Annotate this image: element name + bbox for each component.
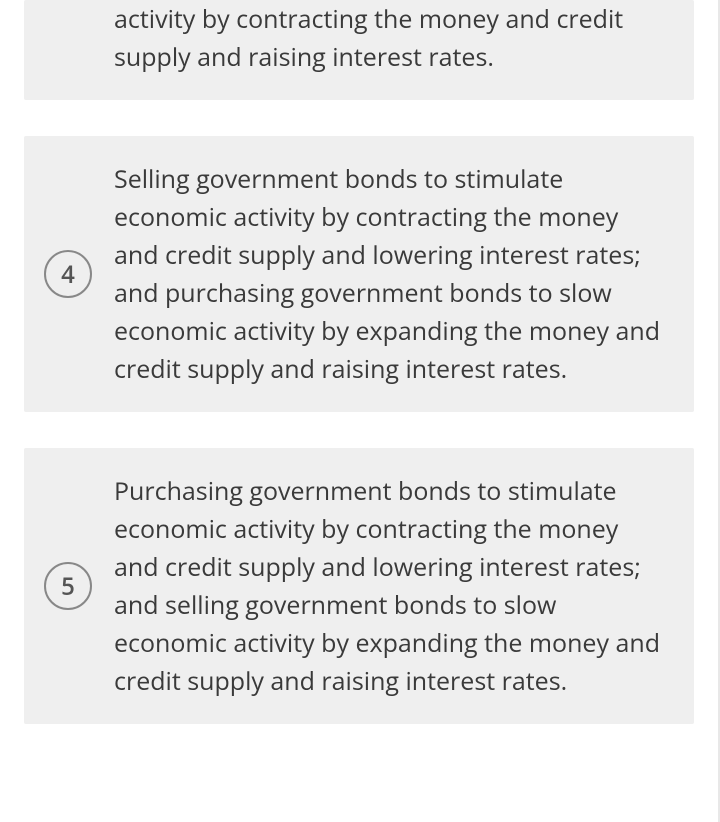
option-number-badge: 5 — [44, 562, 92, 610]
option-number: 4 — [61, 258, 75, 291]
option-text: Purchasing government bonds to stimulate… — [114, 472, 668, 700]
option-number: 5 — [61, 570, 75, 603]
option-number-badge: 4 — [44, 250, 92, 298]
option-text: activity by contracting the money and cr… — [114, 0, 668, 76]
option-text: Selling government bonds to stimulate ec… — [114, 160, 668, 388]
answer-options-list: 3 activity by contracting the money and … — [0, 0, 720, 822]
answer-option[interactable]: 4 Selling government bonds to stimulate … — [24, 136, 694, 412]
answer-option[interactable]: 5 Purchasing government bonds to stimula… — [24, 448, 694, 724]
answer-option[interactable]: 3 activity by contracting the money and … — [24, 0, 694, 100]
